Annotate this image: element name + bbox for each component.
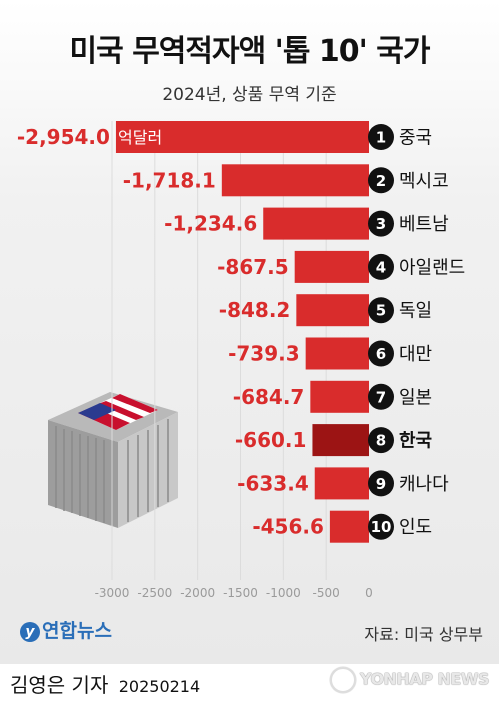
rank-badge <box>368 470 394 497</box>
yonhap-logo-icon: y <box>20 621 40 642</box>
bars: -2,954.0 1 중국 -1,718.1 2 멕시코 -1,234.6 3 베트남 -867.… <box>17 121 465 543</box>
rank-badge <box>368 124 394 150</box>
country-label: 일본 <box>399 387 432 408</box>
x-axis: -3000 -2500 -2000 -1500 -1000 -500 0 <box>95 121 373 600</box>
country-label: 한국 <box>399 431 432 452</box>
bar <box>310 380 369 413</box>
bar-value-label: -739.3 <box>228 342 300 366</box>
chart-panel <box>0 0 499 664</box>
publish-date: 20250214 <box>118 677 201 696</box>
bar <box>115 121 369 153</box>
rank-badge <box>368 253 394 280</box>
bar-value-label: -1,718.1 <box>123 168 216 192</box>
bar-value-label: -1,234.6 <box>164 212 257 236</box>
bar <box>294 250 369 283</box>
bar-value-label: -684.7 <box>233 385 305 409</box>
chart-title: 미국 무역적자액 '톱 10' 국가 <box>69 34 431 69</box>
x-tick-label: -3000 <box>95 586 130 600</box>
unit-label: 억달러 <box>118 128 162 147</box>
rank-number: 2 <box>376 172 386 190</box>
footer <box>0 664 499 703</box>
rank-number: 10 <box>371 518 392 536</box>
rank-badge <box>368 297 394 324</box>
country-label: 대만 <box>399 344 432 365</box>
bar-value-label: -2,954.0 <box>17 125 110 149</box>
bar <box>305 337 369 370</box>
country-label: 독일 <box>399 301 432 322</box>
rank-badge <box>368 513 394 540</box>
bar-value-label: -848.2 <box>219 298 291 322</box>
bar <box>296 294 369 327</box>
bar <box>329 510 369 543</box>
rank-number: 1 <box>376 129 386 147</box>
x-tick-label: -2000 <box>180 586 215 600</box>
globe-icon <box>329 667 356 693</box>
x-tick-label: -1500 <box>223 586 258 600</box>
bar <box>263 207 369 240</box>
x-tick-label: 0 <box>365 586 373 600</box>
x-tick-label: -500 <box>313 586 340 600</box>
country-label: 멕시코 <box>399 171 449 192</box>
watermark: YONHAP NEWS <box>329 667 490 693</box>
country-label: 캐나다 <box>399 474 449 495</box>
bar-value-label: -456.6 <box>252 515 324 539</box>
container-illustration <box>48 392 178 528</box>
bar-value-label: -633.4 <box>237 471 309 495</box>
rank-number: 5 <box>376 302 386 320</box>
yonhap-logo: y 연합뉴스 <box>20 616 112 643</box>
country-label: 인도 <box>399 517 432 538</box>
bar-value-label: -867.5 <box>217 255 289 279</box>
reporter-name: 김영은 기자 <box>10 673 109 697</box>
us-flag-icon <box>78 394 158 430</box>
country-label: 아일랜드 <box>399 257 465 278</box>
chart-subtitle: 2024년, 상품 무역 기준 <box>162 85 337 105</box>
rank-badge <box>368 167 394 194</box>
country-label: 중국 <box>399 128 432 149</box>
source-note: 자료: 미국 상무부 <box>364 625 483 644</box>
bar <box>312 424 369 457</box>
bar-chart: -3000 -2500 -2000 -1500 -1000 -500 0 -2,954.0 1… <box>17 121 465 600</box>
rank-badge <box>368 427 394 454</box>
country-label: 베트남 <box>399 214 449 235</box>
rank-badge <box>368 383 394 410</box>
bar <box>221 164 369 197</box>
rank-number: 3 <box>376 215 386 233</box>
rank-number: 7 <box>376 388 386 406</box>
bar <box>314 467 369 500</box>
byline: 김영은 기자 20250214 <box>10 669 200 698</box>
bar-value-label: -660.1 <box>235 428 307 452</box>
rank-badge <box>368 340 394 367</box>
x-tick-label: -1000 <box>266 586 301 600</box>
rank-number: 6 <box>376 345 386 363</box>
logo-text: 연합뉴스 <box>42 620 112 642</box>
watermark-text: YONHAP NEWS <box>359 669 490 689</box>
rank-number: 8 <box>376 432 386 450</box>
rank-number: 9 <box>376 475 386 493</box>
rank-number: 4 <box>376 258 386 276</box>
rank-badge <box>368 210 394 237</box>
x-tick-label: -2500 <box>137 586 172 600</box>
